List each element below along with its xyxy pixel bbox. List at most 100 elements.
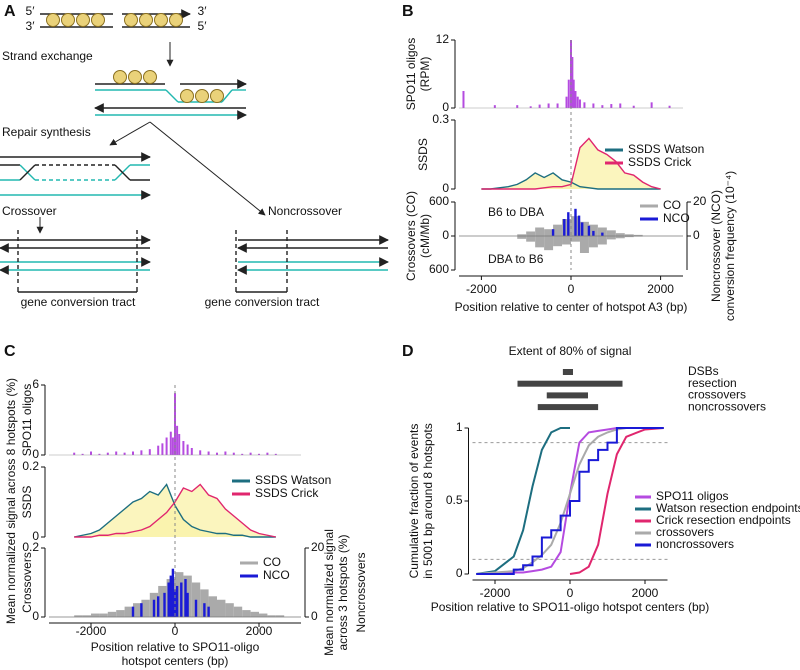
bar [186,444,189,455]
extent-bar [562,369,573,375]
co-bar [535,236,545,248]
legend-label: CO [263,555,281,569]
bar [157,445,160,455]
x-tick-label: -2000 [480,586,511,600]
bar [567,79,570,108]
panel-label: A [4,3,16,20]
bar [632,105,635,108]
co-bar [553,224,563,236]
nucleosome [113,70,127,84]
extent-bar [517,380,623,387]
nco-bar [203,603,206,617]
bar [570,40,572,108]
cdf-line [476,427,570,575]
extent-title: Extent of 80% of signal [509,344,632,358]
bar [165,437,168,455]
nucleosome [61,13,75,27]
nco-bar [563,219,566,236]
co-bar [74,615,83,617]
nco-bar [169,575,172,617]
legend-label: SSDS Crick [255,486,319,500]
extent-label: resection [688,376,737,390]
y2-tick-label: 20 [311,540,325,554]
bar [572,79,575,108]
y-axis-label: SPO11 oligos [404,38,418,111]
co-bar [267,615,276,617]
co-bar [233,606,243,617]
bar [258,453,260,455]
diagram-strand [221,89,233,103]
co-bar [553,236,563,247]
bar [650,102,653,108]
bar [140,450,143,455]
nucleosome [91,13,105,27]
y-tick-label: 0 [32,609,39,623]
nucleosome [124,13,138,27]
strand-end: 5′ [26,4,36,18]
bar [610,104,613,108]
bar [619,103,622,108]
nucleosome [169,13,183,27]
bar [538,104,541,108]
extent-label: DSBs [688,364,719,378]
legend-label: SSDS Watson [255,473,331,487]
bar [123,452,126,455]
legend-label: Watson resection endpoints [656,501,800,515]
diagram-arrow [149,121,266,216]
y2-axis-label: Noncrossover (NCO) [709,190,723,302]
bar [73,452,76,455]
co-bar [597,236,607,245]
step-label: Repair synthesis [2,125,91,139]
bar [176,425,179,455]
x-axis-label: Position relative to center of hotspot A… [455,300,688,314]
co-bar [107,611,117,617]
y-tick-label: 600 [429,194,449,208]
x-axis-label: Position relative to SPO11-oligo [91,640,260,654]
co-bar [82,615,91,617]
nucleosome [180,89,194,103]
nucleosome [210,89,224,103]
bar [115,451,118,455]
bar [274,453,277,455]
co-bar [633,234,643,236]
y-axis-label: Cumulative fraction of events [407,424,421,579]
nco-bar [152,599,156,617]
co-bar [158,585,167,617]
strand-end: 3′ [26,19,36,33]
panel-label: D [402,343,414,360]
y-axis-label: Crossovers (CO) [404,191,418,281]
y-axis-label: Mean normalized signal across 8 hotspots… [4,378,18,624]
bar [232,452,235,455]
co-bar [606,230,616,236]
co-bar [275,615,285,617]
y-axis-label: SSDS [20,486,34,519]
nucleosome [128,70,142,84]
bar [171,437,174,455]
co-bar [250,611,259,617]
bar [583,102,586,108]
nco-bar [592,230,595,236]
y-tick-label: 600 [429,262,449,276]
tract-label: gene conversion tract [21,295,136,309]
nco-bar [186,592,189,617]
y-axis-label: Crossovers [20,552,34,613]
y2-tick-label: 20 [693,194,707,208]
nucleosome [195,89,209,103]
diagram-strand [19,164,36,181]
bar [578,99,581,108]
co-bar [124,606,133,617]
step-label: Crossover [2,204,57,218]
y-tick-label: 0 [32,447,39,461]
area [481,172,661,189]
nco-bar [587,225,591,236]
nucleosome [139,13,153,27]
nco-bar [167,582,170,617]
co-bar [535,227,545,236]
co-bar [526,236,536,242]
nco-bar [567,212,570,236]
y2-axis-label: across 3 hotspots (%) [336,534,350,650]
bar [576,96,579,108]
nco-bar [207,606,210,617]
x-tick-label: 0 [568,282,575,296]
